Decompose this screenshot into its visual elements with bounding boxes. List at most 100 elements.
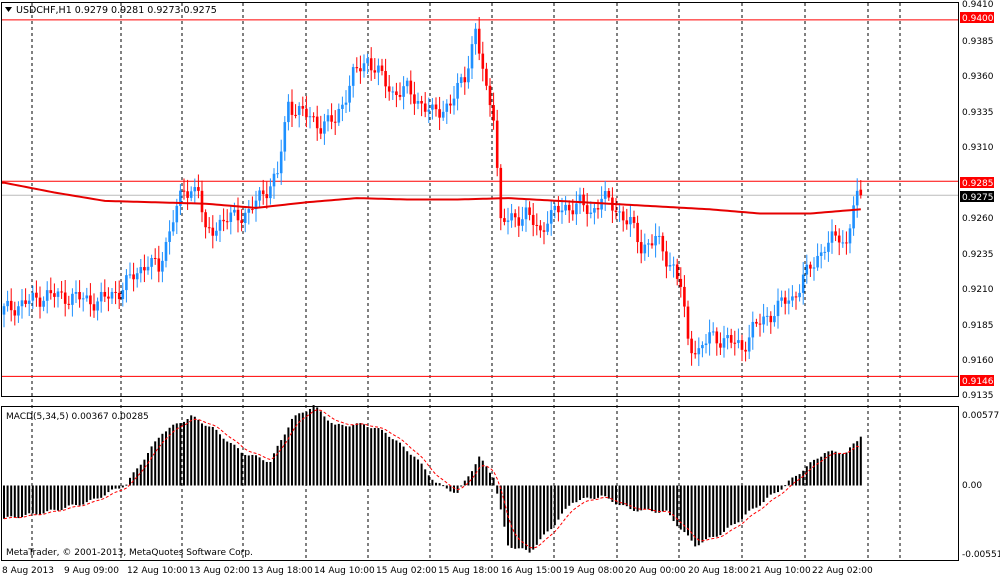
candle-body [17,306,20,316]
price-tick: 0.9185 [962,321,994,331]
candle-body [312,116,315,118]
candle-body [333,121,337,123]
candle-body [747,337,751,352]
candle-body [654,236,657,246]
candle-body [549,210,553,224]
time-label: 22 Aug 02:00 [812,566,873,576]
macd-bar [615,485,617,505]
candle-body [265,194,269,199]
candle-body [182,190,186,192]
candle-body [240,220,243,224]
candle-body [492,105,495,121]
candle-body [67,303,71,305]
time-label: 20 Aug 00:00 [625,566,686,576]
candle-body [751,321,755,338]
candle-body [229,212,233,222]
macd-bar [165,431,167,486]
macd-bar [183,421,185,486]
macd-bar [21,485,23,518]
candle-body [31,292,35,301]
macd-bar [305,411,308,486]
candle-body [211,227,215,236]
macd-bar [381,429,383,486]
macd-bar [474,464,477,486]
candle-body [207,227,211,229]
candle-body [488,85,492,106]
candle-body [204,212,207,228]
time-label: 19 Aug 08:00 [563,566,624,576]
macd-bar [618,485,621,506]
current-price-marker: 0.9275 [962,193,994,203]
macd-bar [820,456,823,486]
macd-bar [629,485,632,510]
macd-bar [661,485,664,512]
macd-bar [244,454,247,486]
candle-body [801,274,805,293]
candle-body [121,290,125,300]
macd-bar [852,443,855,486]
macd-bar [442,485,445,487]
macd-bar [255,455,257,486]
candle-body [589,212,593,214]
candle-body [179,190,182,206]
dropdown-arrow-icon[interactable] [5,7,12,12]
macd-bar [813,459,815,486]
candle-body [830,231,834,243]
macd-bar [755,485,758,508]
candle-body [85,295,89,299]
candle-body [578,194,582,204]
macd-bar [510,485,513,548]
macd-bar [215,429,218,486]
candle-body [618,211,621,213]
macd-bar [406,451,409,486]
candle-body [560,210,564,213]
candle-body [535,224,539,226]
candle-body [276,173,279,175]
symbol-header: USDCHF,H1 0.9279 0.9281 0.9273 0.9275 [16,5,217,16]
macd-bar [546,485,549,532]
candle-body [351,67,355,86]
macd-bar [643,485,646,510]
candle-body [283,122,287,152]
macd-bar [35,485,38,515]
macd-bar [658,485,661,513]
macd-bar [762,485,765,503]
macd-bar [85,485,88,503]
candle-body [92,304,96,311]
macd-bar [150,446,153,486]
candle-body [438,109,441,118]
macd-bar [46,485,49,512]
macd-tick: -0.00551 [962,550,1000,560]
candle-body [679,278,683,287]
macd-bar [607,485,610,499]
candle-body [765,315,769,317]
macd-bar [96,485,99,499]
macd-bar [363,424,365,486]
candle-body [596,208,600,210]
macd-bar [395,440,398,486]
macd-bar [600,485,603,496]
macd-bar [593,485,596,500]
candle-body [474,28,477,45]
candle-body [553,205,557,211]
macd-bar [733,485,736,524]
candle-body [294,114,297,116]
candle-body [470,44,474,69]
macd-bar [247,455,250,486]
macd-bar [190,415,193,486]
candle-body [744,349,747,352]
macd-bar [384,432,387,486]
candle-body [434,104,438,110]
macd-bar [496,485,499,494]
macd-bar [287,427,290,486]
macd-bar [273,453,275,486]
candle-body [157,258,161,272]
macd-bar [28,485,31,514]
candle-body [855,190,859,206]
candle-body [78,291,81,300]
candle-body [197,187,200,191]
candle-body [146,266,150,271]
candles-group [2,17,863,367]
price-axis: 0.9410 0.9385 0.9360 0.9335 0.9310 0.926… [962,0,994,401]
